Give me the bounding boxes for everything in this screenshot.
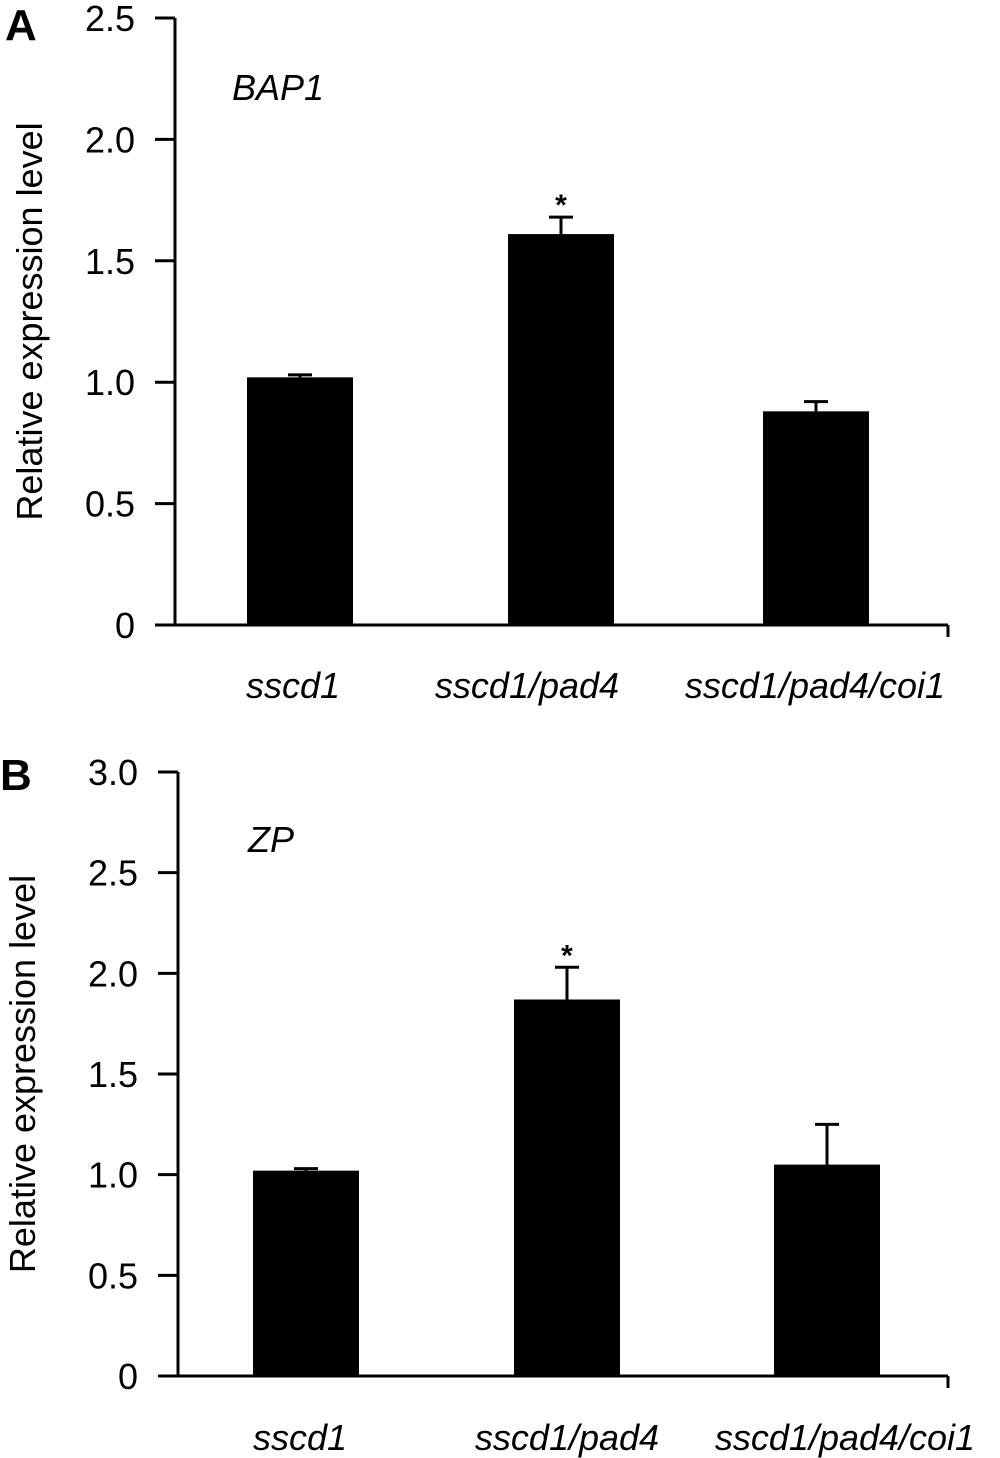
y-tick-label: 2.0	[85, 119, 135, 160]
y-tick-label: 1.0	[88, 1155, 138, 1196]
panel-a: 0 0.5 1.0 1.5 2.0 2.5 Relative expression leve…	[5, 0, 950, 706]
significance-marker: *	[561, 939, 573, 972]
y-tick-label: 2.5	[88, 853, 138, 894]
bar	[253, 1170, 359, 1376]
gene-label: BAP1	[232, 67, 324, 108]
y-tick-label: 1.0	[85, 362, 135, 403]
x-tick-label: sscd1/pad4/coi1	[715, 1417, 975, 1458]
bar	[514, 999, 620, 1376]
y-tick-label: 2.0	[88, 953, 138, 994]
significance-marker: *	[555, 189, 567, 222]
panel-letter: B	[0, 751, 32, 800]
y-tick-label: 1.5	[85, 241, 135, 282]
y-tick-label: 0.5	[88, 1255, 138, 1296]
bar	[763, 411, 869, 625]
y-tick-label: 1.5	[88, 1054, 138, 1095]
y-tick-label: 0	[118, 1356, 138, 1397]
x-tick-label: sscd1	[253, 1417, 347, 1458]
panel-b: 0 0.5 1.0 1.5 2.0 2.5 3.0 Relative expression l…	[0, 751, 975, 1458]
panel-letter: A	[5, 1, 37, 50]
bar	[774, 1164, 880, 1376]
y-axis-title: Relative expression level	[9, 122, 50, 520]
y-tick-label: 0	[115, 605, 135, 646]
y-tick-label: 0.5	[85, 484, 135, 525]
x-tick-label: sscd1	[246, 665, 340, 706]
bar	[508, 234, 614, 626]
x-tick-label: sscd1/pad4	[475, 1417, 659, 1458]
gene-label: ZP	[247, 819, 294, 860]
x-tick-label: sscd1/pad4/coi1	[685, 665, 945, 706]
bar	[247, 377, 353, 625]
y-tick-label: 2.5	[85, 0, 135, 39]
y-axis-title: Relative expression level	[2, 875, 43, 1273]
y-tick-label: 3.0	[88, 752, 138, 793]
x-tick-label: sscd1/pad4	[435, 665, 619, 706]
